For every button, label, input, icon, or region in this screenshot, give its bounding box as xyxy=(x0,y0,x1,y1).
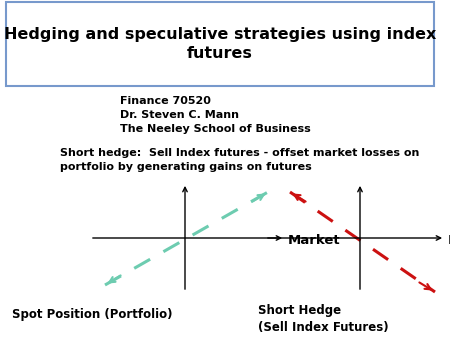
Text: Market: Market xyxy=(288,234,341,246)
Text: Short Hedge
(Sell Index Futures): Short Hedge (Sell Index Futures) xyxy=(258,304,389,334)
Text: Finance 70520: Finance 70520 xyxy=(120,96,211,106)
FancyBboxPatch shape xyxy=(6,2,434,86)
Text: Market: Market xyxy=(448,234,450,246)
Text: The Neeley School of Business: The Neeley School of Business xyxy=(120,124,311,134)
Text: Hedging and speculative strategies using index
futures: Hedging and speculative strategies using… xyxy=(4,26,436,61)
Text: Dr. Steven C. Mann: Dr. Steven C. Mann xyxy=(120,110,239,120)
Text: Short hedge:  Sell Index futures - offset market losses on
portfolio by generati: Short hedge: Sell Index futures - offset… xyxy=(60,148,419,172)
Text: Spot Position (Portfolio): Spot Position (Portfolio) xyxy=(12,308,172,321)
